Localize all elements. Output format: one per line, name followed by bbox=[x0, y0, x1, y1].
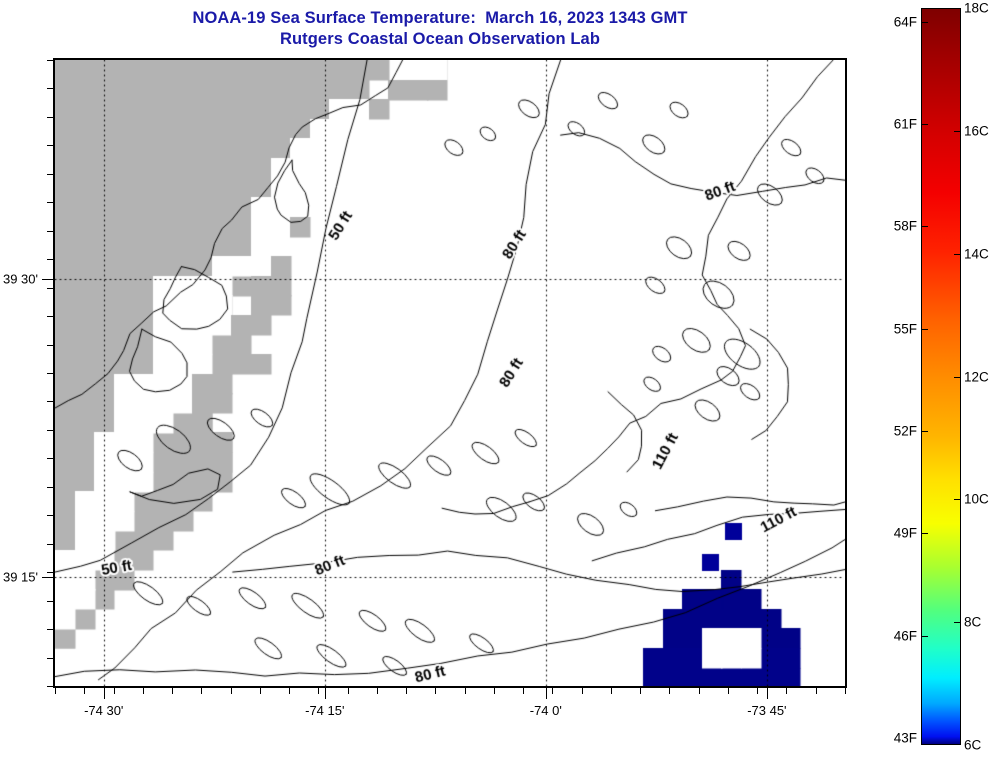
colorbar-label-fahrenheit: 61F bbox=[893, 116, 917, 132]
colorbar-label-celsius: 10C bbox=[964, 491, 989, 507]
x-minor-tick bbox=[435, 687, 437, 694]
x-minor-tick bbox=[113, 687, 115, 694]
x-minor-tick bbox=[727, 687, 729, 694]
x-axis-label: -73 45' bbox=[747, 703, 787, 718]
y-minor-tick bbox=[47, 173, 54, 175]
y-major-tick bbox=[42, 278, 54, 280]
y-axis-label: 39 30' bbox=[2, 271, 38, 287]
y-minor-tick bbox=[47, 429, 54, 431]
colorbar-tick-left bbox=[922, 328, 928, 330]
x-minor-tick bbox=[581, 687, 583, 694]
y-minor-tick bbox=[47, 316, 54, 318]
colorbar-label-celsius: 8C bbox=[964, 614, 982, 630]
x-minor-tick bbox=[845, 687, 846, 694]
x-minor-tick bbox=[347, 687, 349, 694]
x-minor-tick bbox=[406, 687, 408, 694]
colorbar-tick-right bbox=[954, 130, 960, 132]
y-minor-tick bbox=[47, 629, 54, 631]
colorbar-tick-right bbox=[954, 376, 960, 378]
y-minor-tick bbox=[47, 116, 54, 118]
x-minor-tick bbox=[55, 687, 56, 694]
x-minor-tick bbox=[698, 687, 700, 694]
y-minor-tick bbox=[47, 373, 54, 374]
x-minor-tick bbox=[552, 687, 554, 694]
page-title: NOAA-19 Sea Surface Temperature: March 1… bbox=[192, 9, 688, 27]
y-minor-tick bbox=[47, 88, 54, 90]
x-minor-tick bbox=[786, 687, 788, 694]
x-minor-tick bbox=[815, 687, 817, 694]
x-major-tick bbox=[545, 687, 547, 699]
y-minor-tick bbox=[47, 458, 54, 460]
colorbar-tick-left bbox=[922, 431, 928, 433]
y-minor-tick bbox=[47, 543, 54, 545]
y-axis-label: 39 15' bbox=[2, 569, 38, 585]
x-minor-tick bbox=[757, 687, 759, 694]
y-minor-tick bbox=[47, 657, 54, 659]
colorbar-label-fahrenheit: 49F bbox=[893, 525, 917, 541]
colorbar-label-fahrenheit: 55F bbox=[893, 321, 917, 337]
x-axis-label: -74 0' bbox=[529, 703, 562, 718]
x-minor-tick bbox=[230, 687, 232, 694]
y-minor-tick bbox=[47, 259, 54, 261]
y-minor-tick bbox=[47, 486, 54, 488]
y-minor-tick bbox=[47, 60, 54, 61]
colorbar-label-fahrenheit: 43F bbox=[893, 730, 917, 746]
y-minor-tick bbox=[47, 230, 54, 232]
x-minor-tick bbox=[669, 687, 671, 694]
x-minor-tick bbox=[464, 687, 466, 694]
y-minor-tick bbox=[47, 287, 54, 289]
page-subtitle: Rutgers Coastal Ocean Observation Lab bbox=[279, 30, 601, 48]
x-axis-label: -74 15' bbox=[305, 703, 345, 718]
map-plot-frame[interactable] bbox=[53, 58, 847, 688]
x-minor-tick bbox=[201, 687, 203, 694]
x-major-tick bbox=[324, 687, 326, 699]
colorbar-tick-left bbox=[922, 21, 928, 23]
x-major-tick bbox=[766, 687, 768, 699]
colorbar-tick-left bbox=[922, 226, 928, 228]
x-major-tick bbox=[103, 687, 105, 699]
x-minor-tick bbox=[493, 687, 495, 694]
title-block: NOAA-19 Sea Surface Temperature: March 1… bbox=[0, 8, 880, 50]
colorbar-label-celsius: 18C bbox=[964, 0, 989, 16]
x-axis-label: -74 30' bbox=[84, 703, 124, 718]
colorbar-tick-right bbox=[954, 622, 960, 624]
x-minor-tick bbox=[259, 687, 261, 694]
y-minor-tick bbox=[47, 572, 54, 574]
colorbar-tick-right bbox=[954, 253, 960, 255]
y-minor-tick bbox=[47, 401, 54, 403]
x-minor-tick bbox=[142, 687, 144, 694]
x-minor-tick bbox=[610, 687, 612, 694]
colorbar-tick-left bbox=[922, 533, 928, 535]
colorbar-label-celsius: 14C bbox=[964, 246, 989, 262]
colorbar-label-celsius: 12C bbox=[964, 369, 989, 384]
colorbar-tick-right bbox=[954, 499, 960, 501]
y-major-tick bbox=[42, 576, 54, 578]
colorbar-tick-left bbox=[922, 124, 928, 125]
x-minor-tick bbox=[376, 687, 378, 694]
y-minor-tick bbox=[47, 600, 54, 602]
y-minor-tick bbox=[47, 202, 54, 204]
y-minor-tick bbox=[47, 344, 54, 346]
x-minor-tick bbox=[523, 687, 525, 694]
y-minor-tick bbox=[47, 145, 54, 147]
colorbar-label-fahrenheit: 58F bbox=[893, 218, 917, 234]
sst-map-canvas[interactable] bbox=[55, 60, 845, 686]
colorbar-label-celsius: 6C bbox=[964, 737, 982, 753]
x-minor-tick bbox=[289, 687, 291, 694]
x-minor-tick bbox=[172, 687, 174, 694]
colorbar-label-fahrenheit: 64F bbox=[893, 14, 917, 30]
colorbar-label-fahrenheit: 46F bbox=[893, 628, 917, 644]
x-minor-tick bbox=[84, 687, 86, 694]
y-minor-tick bbox=[47, 686, 54, 687]
colorbar-tick-left bbox=[922, 635, 928, 637]
y-minor-tick bbox=[47, 515, 54, 517]
colorbar-label-fahrenheit: 52F bbox=[893, 423, 917, 439]
x-minor-tick bbox=[318, 687, 320, 694]
colorbar-label-celsius: 16C bbox=[964, 123, 989, 139]
x-minor-tick bbox=[640, 687, 642, 694]
